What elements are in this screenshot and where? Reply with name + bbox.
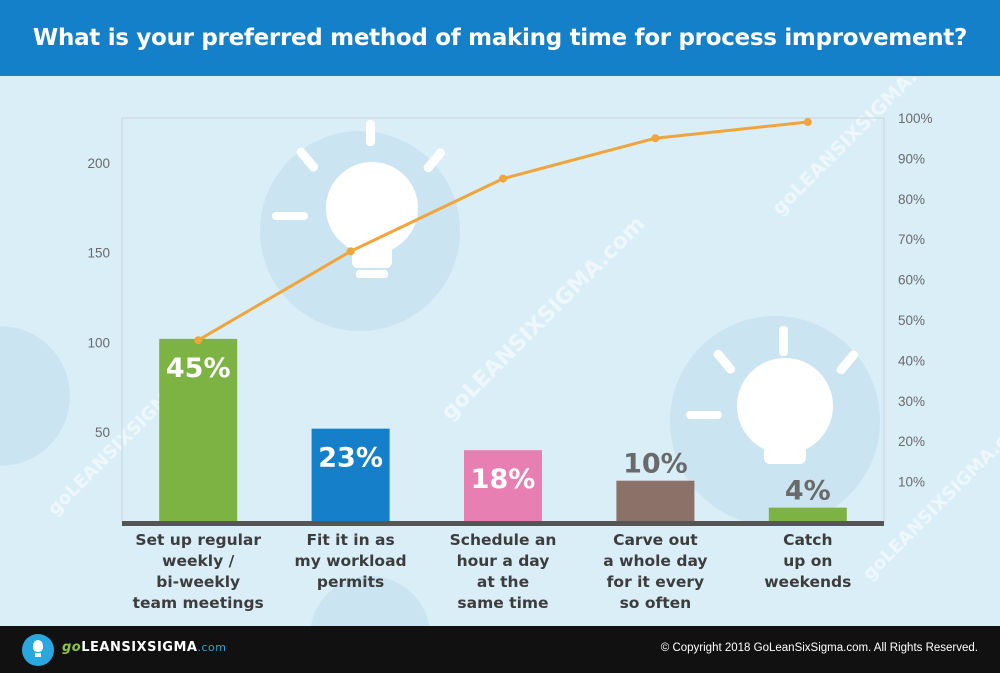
watermark: goLEANSIXSIGMA.com [768, 76, 953, 220]
category-label-line: up on [783, 552, 832, 570]
brand-suffix: .com [197, 641, 227, 654]
y2-tick-label: 40% [898, 353, 925, 368]
bar-percent-label: 45% [166, 353, 231, 384]
category-label-line: team meetings [133, 594, 264, 612]
category-label-line: Carve out [613, 531, 698, 549]
y2-tick-label: 20% [898, 434, 925, 449]
y-tick-label: 150 [87, 246, 110, 261]
cumulative-point [346, 247, 355, 256]
category-label-line: a whole day [603, 552, 707, 570]
category-label-line: my workload [295, 552, 407, 570]
brand-main: LEANSIXSIGMA [81, 640, 198, 655]
decor-circle [0, 326, 70, 466]
y-tick-label: 200 [87, 156, 110, 171]
category-label: Schedule an hour a day at the same time [450, 531, 557, 612]
category-label-line: so often [620, 594, 692, 612]
category-label-line: Catch [783, 531, 832, 549]
watermark: goLEANSIXSIGMA.com [437, 212, 651, 426]
y2-tick-label: 60% [898, 273, 925, 288]
bar-percent-label: 10% [623, 449, 688, 480]
bar [159, 338, 238, 522]
category-label: Fit it in as my workload permits [295, 531, 407, 591]
bar [311, 428, 390, 522]
y2-tick-label: 50% [898, 313, 925, 328]
category-label-line: Fit it in as [306, 531, 394, 549]
watermark: goLEANSIXSIGMA.com [859, 409, 1000, 584]
category-label: Catch up on weekends [764, 531, 851, 591]
y-tick-label: 50 [95, 425, 110, 440]
category-label-line: for it every [607, 573, 704, 591]
brand-go: go [62, 640, 82, 655]
cumulative-point [803, 118, 812, 127]
category-label: Carve out a whole day for it every so often [603, 531, 707, 612]
pareto-chart: goLEANSIXSIGMA.com goLEANSIXSIGMA.com go… [0, 76, 1000, 626]
footer: goLEANSIXSIGMA.com © Copyright 2018 GoLe… [0, 626, 1000, 673]
y2-tick-label: 10% [898, 475, 925, 490]
y2-tick-label: 80% [898, 192, 925, 207]
bar-percent-label: 4% [785, 476, 831, 507]
category-label-line: Set up regular [135, 531, 261, 549]
y2-tick-label: 70% [898, 232, 925, 247]
logo-bulb-base [35, 653, 41, 657]
bar [464, 450, 542, 522]
y2-tick-label: 100% [898, 111, 933, 126]
category-label-line: at the [477, 573, 529, 591]
logo-bulb-shape [33, 640, 43, 652]
y2-tick-label: 90% [898, 151, 925, 166]
category-labels: Set up regular weekly / bi-weekly team meet… [133, 531, 852, 612]
category-label-line: same time [457, 594, 548, 612]
plot-area: 50 100 150 200 10% 20% 30% 40% 50% 60% 70% 80% 90% 10… [87, 111, 933, 526]
category-label-line: bi-weekly [156, 573, 240, 591]
footer-logo-text: goLEANSIXSIGMA.com [62, 640, 226, 655]
bar [616, 480, 695, 522]
category-label: Set up regular weekly / bi-weekly team meet… [133, 531, 264, 612]
y-tick-label: 100 [87, 335, 110, 350]
category-label-line: permits [317, 573, 384, 591]
bar-percent-label: 18% [471, 464, 536, 495]
category-label-line: weekends [764, 573, 851, 591]
category-label-line: hour a day [457, 552, 550, 570]
x-axis-baseline [122, 521, 884, 526]
cumulative-point [194, 336, 203, 345]
decor-circle [310, 576, 430, 626]
bar-percent-label: 23% [318, 443, 383, 474]
title-bar: What is your preferred method of making … [0, 0, 1000, 76]
category-label-line: weekly / [162, 552, 234, 570]
copyright-text: © Copyright 2018 GoLeanSixSigma.com. All… [660, 642, 978, 654]
page-title: What is your preferred method of making … [32, 25, 968, 51]
lightbulb-icon [686, 326, 859, 464]
cumulative-point [651, 134, 660, 143]
y2-tick-label: 30% [898, 394, 925, 409]
cumulative-point [499, 174, 507, 183]
bar [768, 507, 847, 522]
category-label-line: Schedule an [450, 531, 557, 549]
